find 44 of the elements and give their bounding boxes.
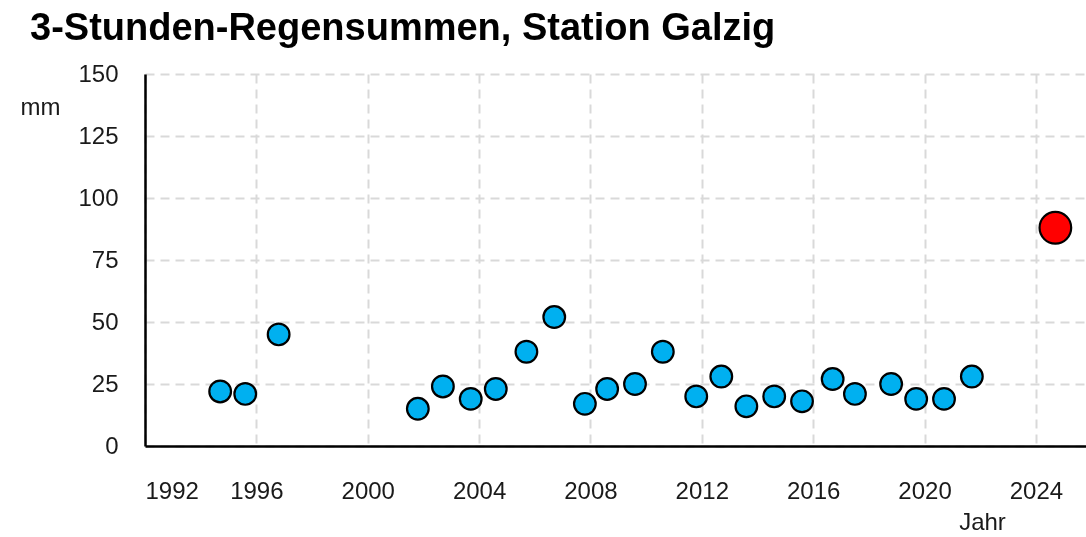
point [879,372,904,396]
x-tick-label: 1992 [145,476,199,504]
point [762,384,787,409]
y-tick-label: 0 [105,431,119,459]
x-tick-label: 2024 [1009,476,1064,504]
x-tick-label: 2004 [452,476,507,504]
y-axis-title: mm [20,92,61,120]
point [790,389,814,414]
point [842,382,867,406]
point [266,322,291,347]
point [904,386,929,411]
point [514,339,539,364]
point [542,305,567,329]
point [483,377,508,401]
point [572,391,597,416]
point [1038,210,1073,245]
point [430,374,455,399]
point [959,364,984,389]
y-tick-label: 75 [91,245,119,273]
x-tick-label: 2016 [786,476,841,504]
point [709,364,734,389]
point [932,386,956,411]
y-tick-label: 25 [91,369,119,397]
x-tick-label: 2020 [898,476,952,504]
point [650,339,675,364]
point [233,382,258,406]
point [458,386,483,411]
x-tick-label: 2008 [564,476,618,504]
x-tick-label: 2000 [341,476,395,504]
y-tick-label: 50 [91,307,119,335]
x-tick-label: 2012 [675,476,729,504]
chart-title: 3-Stunden-Regensummen, Station Galzig [30,6,776,48]
point [820,367,845,391]
y-tick-label: 150 [78,59,119,87]
y-tick-label: 100 [78,183,119,211]
x-tick-label: 1996 [230,476,284,504]
point [684,384,709,409]
point [623,372,647,396]
point [208,379,233,404]
point [734,394,759,419]
point [405,396,430,421]
point [595,377,620,401]
y-tick-label: 125 [78,121,119,149]
x-axis-title: Jahr [959,507,1006,535]
